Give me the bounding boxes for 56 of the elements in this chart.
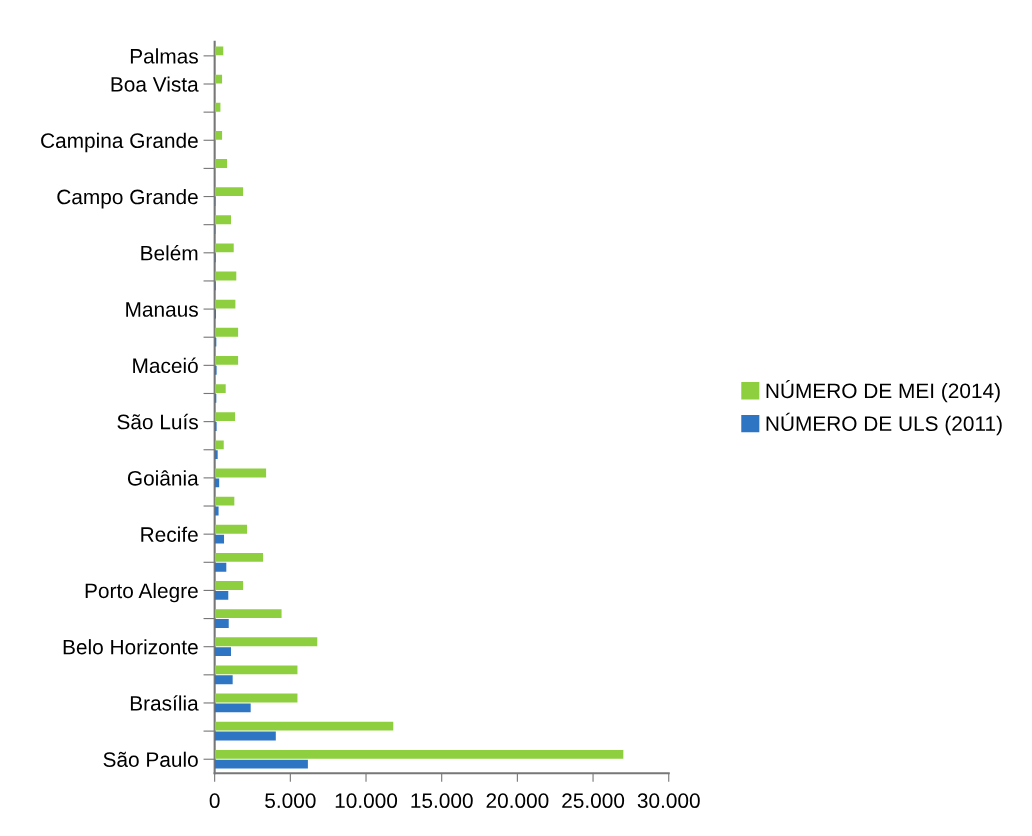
y-tick-label: Belo Horizonte [63, 639, 198, 655]
bar [214, 74, 223, 84]
x-tick-label: 30.000 [637, 793, 700, 809]
bar [214, 478, 220, 488]
y-tick-label: Maceió [133, 357, 198, 374]
legend-label: NÚMERO DE MEI (2014) [766, 379, 1000, 403]
bar [214, 243, 234, 253]
y-tick-label: Recife [141, 526, 198, 542]
legend-label: NÚMERO DE ULS (2011) [766, 412, 1002, 436]
y-tick-label: Boa Vista [111, 76, 199, 92]
x-tick-label: 0 [209, 793, 220, 809]
bar [214, 412, 236, 422]
y-tick-label: Palmas [130, 48, 198, 64]
bar [214, 130, 223, 140]
y-tick-label: Porto Alegre [85, 582, 198, 603]
bar [214, 703, 251, 713]
y-tick-label: São Luís [117, 413, 198, 430]
x-tick-label: 20.000 [486, 793, 549, 809]
x-tick-label: 15.000 [411, 793, 473, 809]
y-tick-label: Belém [141, 245, 198, 261]
y-tick-label: Brasília [130, 695, 199, 711]
bar [214, 496, 235, 506]
bar [214, 619, 229, 628]
bar [214, 384, 226, 393]
bar [214, 759, 308, 769]
bar [214, 450, 218, 460]
y-tick-label: Campo Grande [57, 188, 198, 209]
bar [214, 524, 248, 534]
y-tick-label: Goiânia [127, 470, 199, 486]
bar [214, 355, 239, 365]
bar [214, 159, 228, 168]
bar [214, 590, 229, 600]
bar [214, 637, 318, 647]
x-tick-label: 10.000 [335, 793, 398, 809]
bar [214, 562, 227, 572]
y-tick-label: Manaus [126, 302, 198, 317]
bar [214, 215, 231, 225]
bar [214, 552, 264, 562]
bar [214, 675, 233, 685]
bar [214, 581, 244, 590]
bar [214, 187, 244, 197]
bar [214, 749, 624, 759]
bar [214, 506, 219, 516]
bar [214, 299, 236, 309]
bar [214, 327, 239, 337]
x-tick-label: 5.000 [265, 793, 316, 809]
bar [214, 731, 276, 741]
bar [214, 721, 394, 731]
bar [214, 647, 231, 657]
bar [214, 665, 298, 675]
y-tick-label: Campina Grande [41, 132, 198, 153]
bar [214, 609, 282, 619]
y-tick-label: São Paulo [103, 751, 198, 767]
bar [214, 440, 224, 450]
x-tick-label: 25.000 [562, 793, 625, 809]
bar [214, 534, 225, 544]
